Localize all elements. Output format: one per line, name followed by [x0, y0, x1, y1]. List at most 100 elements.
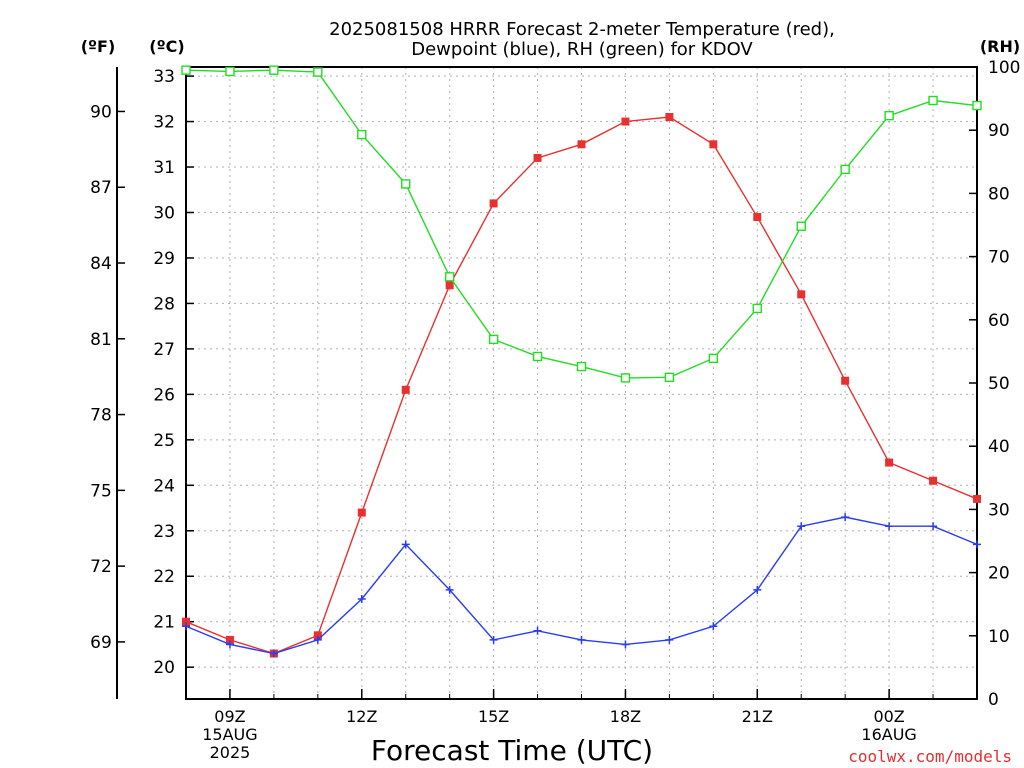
rh-tick-label: 70: [988, 248, 1010, 268]
rh-tick-label: 0: [988, 690, 999, 710]
dewpoint-point: [797, 522, 806, 531]
fahrenheit-tick-label: 84: [90, 254, 112, 274]
rh-tick-label: 100: [988, 58, 1020, 78]
rh-point: [269, 65, 279, 75]
celsius-tick-label: 25: [153, 431, 175, 451]
dewpoint-point: [445, 585, 454, 594]
rh-tick-label: 20: [988, 564, 1010, 584]
dewpoint-point: [753, 585, 762, 594]
rh-point: [708, 353, 719, 364]
rh-point: [532, 351, 543, 362]
celsius-tick-label: 26: [153, 385, 175, 405]
dewpoint-line: [185, 516, 978, 655]
temperature-point: [709, 140, 718, 149]
dewpoint-point: [885, 522, 894, 531]
celsius-tick-label: 27: [153, 340, 175, 360]
rh-tick-label: 90: [988, 121, 1010, 141]
axis-ticks: 20 21 22 23 24 25 26 27 28 29 30 31 32 33 69 72 75 78 81 84…: [90, 58, 1020, 762]
rh-point: [620, 373, 631, 383]
fahrenheit-tick-label: 72: [90, 557, 112, 577]
chart-title-line-1: 2025081508 HRRR Forecast 2-meter Tempera…: [329, 19, 835, 40]
temperature-point: [577, 140, 586, 149]
fahrenheit-unit-label: (ºF): [81, 37, 116, 56]
temperature-point: [182, 617, 190, 626]
rh-point: [840, 164, 850, 175]
rh-point: [181, 65, 191, 75]
temperature-point: [225, 635, 234, 644]
rh-tick-label: 10: [988, 627, 1010, 647]
rh-point: [576, 361, 587, 372]
rh-point: [884, 110, 894, 121]
celsius-tick-label: 33: [153, 67, 175, 87]
dewpoint-point: [182, 622, 190, 631]
data-series: [181, 65, 982, 658]
rh-tick-label: 50: [988, 374, 1010, 394]
fahrenheit-tick-label: 87: [90, 178, 112, 198]
celsius-unit-label: (ºC): [149, 37, 184, 56]
celsius-tick-label: 22: [153, 567, 175, 587]
dewpoint-point: [269, 649, 278, 658]
temperature-point: [313, 631, 322, 640]
rh-tick-label: 80: [988, 184, 1010, 204]
dewpoint-point: [357, 594, 366, 603]
dewpoint-point: [489, 635, 498, 644]
fahrenheit-tick-label: 81: [90, 330, 112, 350]
celsius-tick-label: 32: [153, 113, 175, 133]
temperature-point: [357, 508, 366, 517]
temperature-point: [489, 199, 498, 208]
rh-point: [928, 95, 938, 106]
temperature-point: [401, 385, 410, 394]
temperature-point: [665, 113, 674, 122]
rh-tick-label: 60: [988, 311, 1010, 331]
temperature-point: [929, 476, 938, 485]
x-tick-label: 12Z: [346, 707, 377, 726]
rh-point: [444, 272, 455, 282]
rh-point: [401, 179, 411, 189]
fahrenheit-tick-label: 69: [90, 633, 112, 653]
rh-point: [225, 66, 235, 77]
dewpoint-point: [929, 522, 938, 531]
x-tick-label: 16AUG: [861, 725, 916, 744]
plot-frame: [185, 66, 978, 700]
dewpoint-point: [313, 635, 322, 644]
rh-unit-label: (RH): [980, 37, 1020, 56]
credit-text: coolwx.com/models: [848, 747, 1012, 766]
dewpoint-point: [973, 540, 981, 549]
celsius-tick-label: 29: [153, 249, 175, 269]
rh-point: [972, 100, 982, 111]
x-tick-label: 00Z: [873, 707, 904, 726]
celsius-tick-label: 28: [153, 294, 175, 314]
celsius-tick-label: 20: [153, 658, 175, 678]
rh-point: [357, 129, 367, 140]
celsius-tick-label: 24: [153, 476, 175, 496]
rh-point: [488, 334, 499, 345]
dewpoint-point: [841, 513, 850, 522]
dewpoint-point: [665, 635, 674, 644]
dewpoint-point: [621, 640, 630, 649]
dewpoint-point: [401, 540, 410, 549]
rh-tick-label: 30: [988, 500, 1010, 520]
temperature-point: [797, 290, 806, 299]
celsius-tick-label: 30: [153, 203, 175, 223]
x-tick-label: 21Z: [742, 707, 773, 726]
celsius-tick-label: 23: [153, 522, 175, 542]
temperature-point: [753, 213, 762, 222]
dewpoint-point: [533, 626, 542, 635]
rh-point: [313, 67, 323, 77]
grid-lines: [186, 67, 977, 699]
temperature-point: [841, 376, 850, 385]
temperature-point: [533, 153, 542, 162]
dewpoint-point: [577, 635, 586, 644]
chart-title-line-2: Dewpoint (blue), RH (green) for KDOV: [411, 39, 753, 60]
dewpoint-point: [225, 640, 234, 649]
rh-point: [752, 303, 762, 314]
x-tick-label: 09Z: [214, 707, 245, 726]
celsius-tick-label: 31: [153, 158, 175, 178]
rh-point: [796, 221, 806, 231]
x-tick-label: 15AUG: [202, 725, 257, 744]
fahrenheit-tick-label: 78: [90, 406, 112, 426]
rh-point: [664, 372, 675, 383]
temperature-point: [445, 281, 454, 290]
fahrenheit-tick-label: 90: [90, 102, 112, 122]
